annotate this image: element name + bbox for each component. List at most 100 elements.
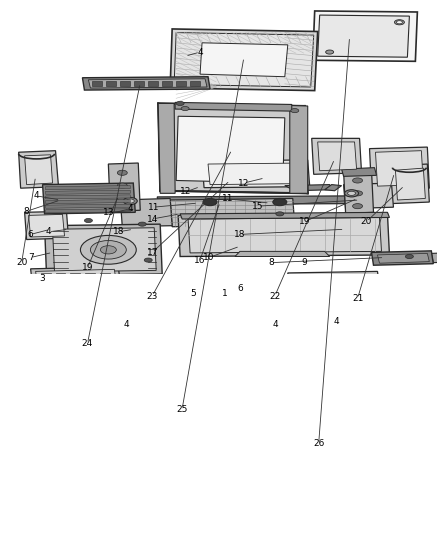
Text: 20: 20 [361,217,372,226]
Text: 23: 23 [147,292,158,301]
Polygon shape [200,43,288,77]
Polygon shape [100,273,110,280]
Polygon shape [240,278,310,293]
Polygon shape [71,273,81,280]
Polygon shape [170,198,295,227]
Text: 4: 4 [34,191,39,200]
Polygon shape [170,29,318,91]
Text: 6: 6 [28,230,33,239]
Text: 11: 11 [148,203,159,212]
Circle shape [353,178,363,183]
Polygon shape [42,183,135,214]
Polygon shape [190,81,200,86]
Circle shape [138,222,146,226]
Polygon shape [85,273,95,280]
Text: 12: 12 [180,187,192,196]
Text: 9: 9 [302,258,307,267]
Polygon shape [325,184,342,191]
Text: 11: 11 [222,195,234,204]
Polygon shape [378,253,429,263]
Polygon shape [162,81,172,86]
Polygon shape [389,164,429,204]
Polygon shape [242,287,264,297]
Polygon shape [235,252,330,256]
Polygon shape [370,147,429,190]
Circle shape [90,240,126,259]
Text: 14: 14 [147,214,158,223]
Polygon shape [431,253,438,263]
Polygon shape [25,155,53,184]
Circle shape [348,191,356,196]
Polygon shape [342,168,377,176]
Polygon shape [46,185,130,190]
Polygon shape [88,79,207,88]
Text: 16: 16 [194,256,206,264]
Polygon shape [178,214,389,256]
Text: 20: 20 [16,258,27,267]
Text: 5: 5 [190,289,196,298]
Polygon shape [46,199,130,204]
Polygon shape [396,168,425,200]
Circle shape [144,258,152,262]
Text: 24: 24 [82,340,93,349]
Polygon shape [158,103,308,193]
Text: 4: 4 [197,47,203,56]
Polygon shape [106,81,117,86]
Text: 19: 19 [299,217,311,226]
Circle shape [81,236,136,264]
Circle shape [126,199,134,203]
Polygon shape [343,170,374,213]
Text: 4: 4 [46,228,51,236]
Text: 8: 8 [24,207,29,216]
Circle shape [395,20,404,25]
Text: 25: 25 [177,405,188,414]
Circle shape [406,254,413,259]
Circle shape [276,212,284,216]
Polygon shape [375,151,424,186]
Polygon shape [53,228,156,272]
Polygon shape [120,81,130,86]
Polygon shape [371,251,433,265]
Text: 1: 1 [222,289,228,298]
Text: 4: 4 [127,204,133,213]
Circle shape [124,197,137,205]
Polygon shape [56,273,66,280]
Circle shape [85,219,92,223]
Polygon shape [157,196,355,205]
Text: 22: 22 [269,292,280,301]
Polygon shape [92,81,102,86]
Polygon shape [288,271,379,288]
Polygon shape [31,267,120,286]
Polygon shape [188,217,381,253]
Circle shape [273,198,287,206]
Polygon shape [202,160,310,188]
Polygon shape [176,81,186,86]
Circle shape [396,21,403,24]
Polygon shape [290,106,308,193]
Polygon shape [175,102,292,111]
Polygon shape [343,183,393,209]
Text: 4: 4 [334,317,339,326]
Circle shape [117,183,127,188]
Circle shape [353,204,363,209]
Polygon shape [134,81,144,86]
Circle shape [203,198,217,206]
Circle shape [353,191,363,196]
Polygon shape [25,211,68,239]
Circle shape [291,109,299,112]
Text: 21: 21 [352,294,363,303]
Text: 8: 8 [268,258,274,267]
Polygon shape [176,116,285,183]
Polygon shape [35,269,117,284]
Text: 6: 6 [237,284,243,293]
Polygon shape [28,214,64,237]
Polygon shape [312,139,361,174]
Polygon shape [46,209,130,213]
Polygon shape [46,195,130,199]
Polygon shape [318,142,357,171]
Text: 4: 4 [124,320,129,329]
Text: 19: 19 [81,263,93,272]
Polygon shape [120,198,172,227]
Polygon shape [108,163,140,211]
Polygon shape [208,163,306,184]
